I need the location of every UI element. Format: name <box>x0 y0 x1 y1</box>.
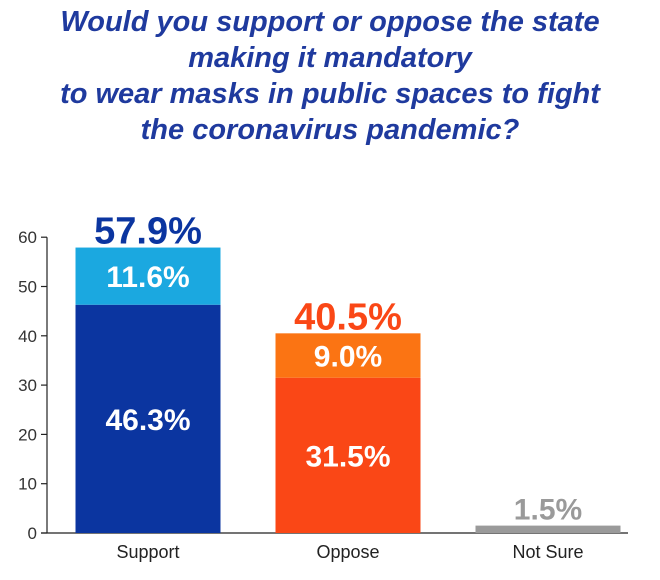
bar-segment <box>75 304 221 533</box>
y-tick-label: 60 <box>18 228 37 247</box>
x-category-label: Oppose <box>316 542 379 562</box>
bar-total-label: 1.5% <box>514 494 582 527</box>
bar-segment-label: 9.0% <box>314 341 382 374</box>
chart-title-line: making it mandatory <box>188 42 472 74</box>
y-tick-label: 20 <box>18 425 37 444</box>
bar-segment <box>275 377 421 533</box>
chart-title-line: to wear masks in public spaces to fight <box>60 78 600 110</box>
chart-title: Would you support or oppose the state ma… <box>0 4 660 148</box>
y-tick-label: 40 <box>18 327 37 346</box>
bar-segment-label: 46.3% <box>105 404 190 437</box>
bar-total-label: 57.9% <box>94 211 202 253</box>
chart-title-line: the coronavirus pandemic? <box>140 114 520 146</box>
bar-total-label: 40.5% <box>294 296 402 338</box>
y-tick-label: 10 <box>18 475 37 494</box>
bar-segment <box>275 333 421 378</box>
bar-segment <box>475 525 621 533</box>
bar-segment <box>75 247 221 305</box>
y-tick-label: 50 <box>18 278 37 297</box>
chart-title-line: Would you support or oppose the state <box>60 6 600 38</box>
y-tick-label: 30 <box>18 376 37 395</box>
x-category-label: Not Sure <box>512 542 583 562</box>
bar-segment-label: 31.5% <box>305 440 390 473</box>
x-category-label: Support <box>116 542 179 562</box>
bar-segment-label: 11.6% <box>106 261 189 294</box>
y-tick-label: 0 <box>28 524 37 543</box>
